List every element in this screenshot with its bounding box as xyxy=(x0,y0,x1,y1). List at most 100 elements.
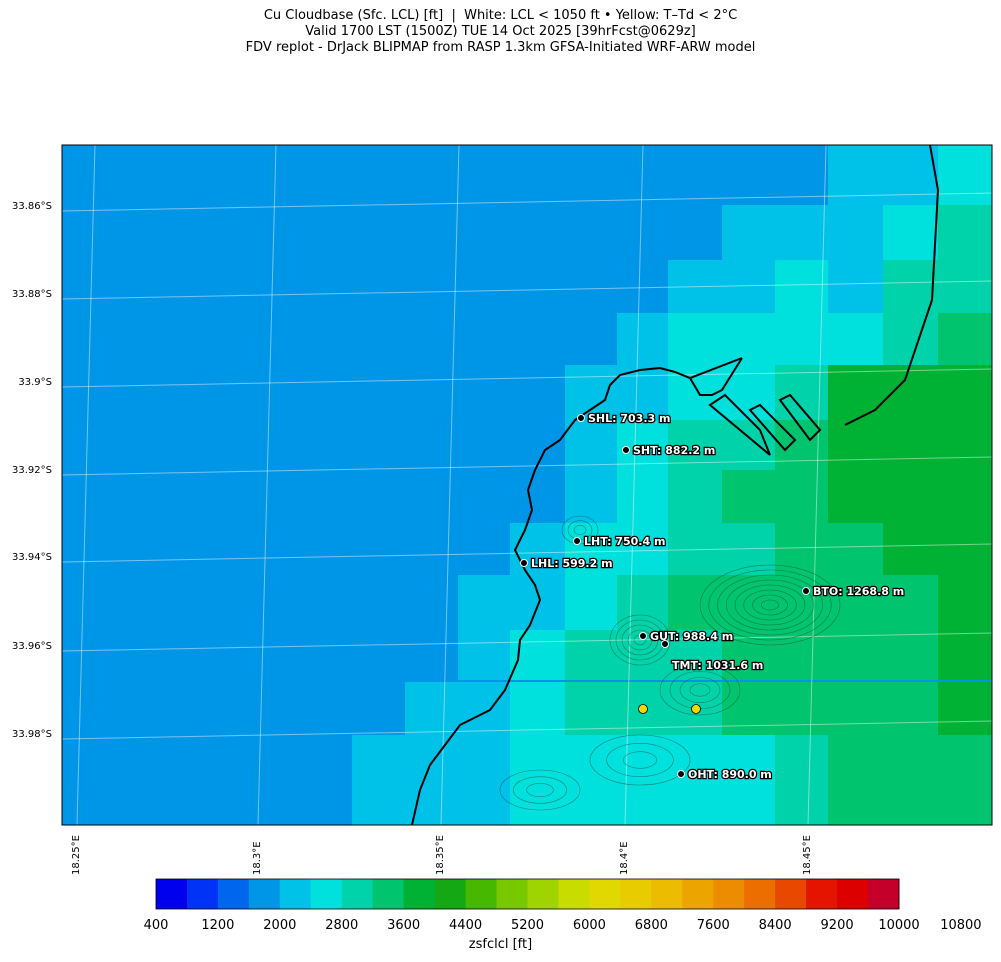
latitude-label: 33.92°S xyxy=(12,465,52,476)
grid-cell xyxy=(938,205,992,260)
station-sht-label: SHT: 882.2 m xyxy=(633,444,715,457)
colorbar-swatch xyxy=(403,879,436,909)
grid-cell xyxy=(938,682,992,735)
colorbar-swatch xyxy=(496,879,528,909)
longitude-label: 18.45°E xyxy=(802,835,813,875)
colorbar-swatch xyxy=(217,879,250,909)
contour-line xyxy=(609,614,671,666)
grid-cell xyxy=(775,575,828,630)
saturation-markers xyxy=(638,704,701,714)
grid-cell xyxy=(828,682,883,735)
contour-line xyxy=(526,783,554,797)
longitude-line xyxy=(257,145,277,825)
map-title: Cu Cloudbase (Sfc. LCL) [ft] | White: LC… xyxy=(0,8,1001,56)
colorbar-swatch xyxy=(651,879,683,909)
terrain-contours xyxy=(499,515,841,811)
contour-line xyxy=(621,624,659,656)
contour-line xyxy=(734,584,806,626)
contour-line xyxy=(689,683,711,697)
grid-cell xyxy=(828,470,883,523)
map-frame xyxy=(61,144,993,826)
latitude-line xyxy=(62,543,992,563)
colorbar-swatch xyxy=(558,879,590,909)
contour-line xyxy=(717,574,823,636)
station-oht-marker[interactable] xyxy=(677,770,685,778)
harbour-breakwater xyxy=(689,357,822,456)
grid-cell xyxy=(828,313,883,365)
cloudbase-grid xyxy=(352,145,992,825)
station-gut-marker[interactable] xyxy=(639,632,647,640)
station-markers: SHL: 703.3 m SHT: 882.2 m LHT: 750.4 m LHL:… xyxy=(520,411,905,782)
grid-cell xyxy=(565,735,617,825)
grid-cell xyxy=(722,735,775,825)
grid-cell xyxy=(938,735,992,825)
contour-line xyxy=(760,599,780,611)
grid-cell xyxy=(722,313,775,365)
grid-cell xyxy=(938,260,992,315)
grid-cell xyxy=(510,682,565,735)
grid-cell xyxy=(722,470,775,523)
grid-cell xyxy=(883,682,938,735)
grid-cell xyxy=(938,145,992,210)
colorbar-swatch xyxy=(713,879,745,909)
contour-line xyxy=(627,629,653,651)
grid-cell xyxy=(510,735,565,825)
colorbar-tick: 4400 xyxy=(449,918,483,933)
station-lht-marker[interactable] xyxy=(573,537,581,545)
grid-cell xyxy=(617,523,668,575)
grid-cell xyxy=(617,313,668,365)
grid-cell xyxy=(405,735,458,825)
station-shl-marker[interactable] xyxy=(577,414,585,422)
colorbar-tick: 5200 xyxy=(510,918,545,933)
grid-cell xyxy=(722,682,775,735)
station-lhl-marker[interactable] xyxy=(520,559,528,567)
station-tmt-marker[interactable] xyxy=(661,640,669,648)
grid-cell xyxy=(458,630,510,680)
contour-line xyxy=(743,589,797,621)
colorbar-swatch xyxy=(744,879,776,909)
latitude-label: 33.86°S xyxy=(12,201,52,212)
colorbar-swatch xyxy=(434,879,467,909)
grid-cell xyxy=(775,260,828,315)
grid-cell xyxy=(722,523,775,575)
grid-cell xyxy=(617,470,668,523)
grid-cell xyxy=(883,260,938,315)
grid-cell xyxy=(668,575,722,630)
grid-cell xyxy=(938,523,992,575)
colorbar-swatch xyxy=(341,879,374,909)
grid-cell xyxy=(668,470,722,523)
grid-cell xyxy=(938,575,992,630)
colorbar-swatch xyxy=(310,879,343,909)
grid-cell xyxy=(883,523,938,575)
station-sht-marker[interactable] xyxy=(622,446,630,454)
longitude-label: 18.25°E xyxy=(71,835,82,875)
colorbar-tick: 10800 xyxy=(940,918,982,933)
station-shl-label: SHL: 703.3 m xyxy=(588,412,670,425)
station-gut-label: GUT: 988.4 m xyxy=(650,630,733,643)
title-line-2: Valid 1700 LST (1500Z) TUE 14 Oct 2025 [… xyxy=(305,24,696,39)
colorbar-tick: 6000 xyxy=(572,918,606,933)
grid-cell xyxy=(828,523,883,575)
grid-cell xyxy=(722,260,775,315)
grid-cell xyxy=(775,523,828,575)
station-lhl-label: LHL: 599.2 m xyxy=(531,557,613,570)
grid-cell xyxy=(883,470,938,523)
map-area[interactable] xyxy=(62,145,992,825)
colorbar-tick: 6800 xyxy=(634,918,668,933)
colorbar-tick: 7600 xyxy=(696,918,730,933)
grid-cell xyxy=(828,260,883,315)
station-bto-marker[interactable] xyxy=(802,587,810,595)
latitude-label: 33.88°S xyxy=(12,289,52,300)
colorbar-frame xyxy=(155,878,900,910)
grid-cell xyxy=(617,735,668,825)
grid-cell xyxy=(938,313,992,365)
grid-cell xyxy=(510,523,565,575)
grid-cell xyxy=(668,260,722,315)
grid-cell xyxy=(883,735,938,825)
station-tmt-label: TMT: 1031.6 m xyxy=(672,659,763,672)
grid-cell xyxy=(668,735,722,825)
latitude-line xyxy=(62,280,992,300)
longitude-label: 18.35°E xyxy=(435,835,446,875)
contour-line xyxy=(589,734,691,786)
latitude-line xyxy=(62,720,992,740)
